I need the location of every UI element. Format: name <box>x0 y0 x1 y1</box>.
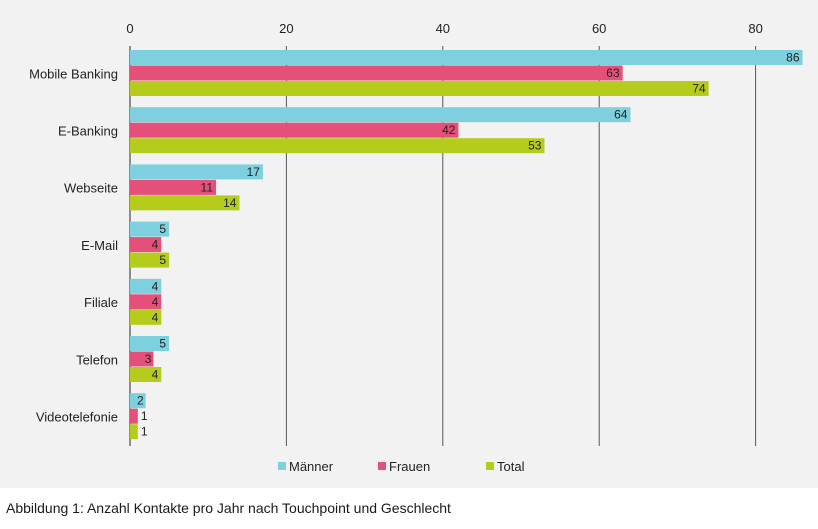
bar-value-label: 14 <box>223 196 237 210</box>
bar-value-label: 74 <box>692 82 706 96</box>
bar-videotelefonie-total <box>130 424 138 440</box>
bar-mobile-banking-total <box>130 81 709 96</box>
bar-telefon-maenner <box>130 336 170 351</box>
legend-swatch <box>378 462 386 470</box>
bar-value-label: 63 <box>606 66 620 80</box>
chart-panel: 0 20 40 60 80 86 63 74 Mobile Banking 64 42 53 E-Ban… <box>0 0 818 488</box>
bar-telefon-total <box>130 367 162 382</box>
bar-value-label: 11 <box>201 180 214 194</box>
bar-value-label: 64 <box>614 108 628 122</box>
bar-telefon-frauen <box>130 351 154 367</box>
x-tick-label: 40 <box>436 21 450 36</box>
bar-value-label: 4 <box>152 368 159 382</box>
bar-e-mail-total <box>130 252 170 268</box>
figure-caption: Abbildung 1: Anzahl Kontakte pro Jahr na… <box>6 500 451 516</box>
category-label: Webseite <box>64 181 118 196</box>
bar-filiale-frauen <box>130 294 162 310</box>
legend-label: Männer <box>289 459 334 474</box>
bar-value-label: 5 <box>159 222 166 236</box>
bar-e-mail-maenner <box>130 221 170 237</box>
bar-mobile-banking-frauen <box>130 65 623 81</box>
legend-label: Frauen <box>389 459 430 474</box>
bar-webseite-frauen <box>130 179 217 195</box>
bars <box>130 50 803 440</box>
bar-videotelefonie-frauen <box>130 408 138 424</box>
x-tick-label: 60 <box>592 21 606 36</box>
bar-value-label: 3 <box>145 352 152 366</box>
bar-value-label: 53 <box>528 139 542 153</box>
x-tick-label: 80 <box>748 21 762 36</box>
bar-e-banking-total <box>130 138 545 154</box>
category-label: Videotelefonie <box>36 409 118 424</box>
bar-e-banking-maenner <box>130 107 631 123</box>
bar-value-label: 4 <box>152 310 159 324</box>
bar-value-label: 4 <box>152 295 159 309</box>
bar-value-label: 1 <box>141 425 148 439</box>
legend-swatch <box>486 462 494 470</box>
category-label: Filiale <box>84 295 118 310</box>
legend-label: Total <box>497 459 525 474</box>
bar-webseite-maenner <box>130 164 263 180</box>
bar-value-label: 86 <box>786 51 800 65</box>
x-tick-label: 20 <box>279 21 293 36</box>
category-label: E-Mail <box>81 238 118 253</box>
bar-value-label: 17 <box>247 165 261 179</box>
bar-filiale-maenner <box>130 278 162 294</box>
bar-value-label: 1 <box>141 409 148 423</box>
bar-videotelefonie-maenner <box>130 393 146 409</box>
bar-value-label: 42 <box>442 123 456 137</box>
legend-swatch <box>278 462 286 470</box>
bar-filiale-total <box>130 309 162 325</box>
bar-value-label: 4 <box>152 279 159 293</box>
bar-value-label: 5 <box>159 253 166 267</box>
bar-webseite-total <box>130 195 240 211</box>
category-label: E-Banking <box>58 123 118 138</box>
gridlines <box>129 46 757 446</box>
bar-value-label: 4 <box>152 238 159 252</box>
category-label: Telefon <box>76 352 118 367</box>
category-label: Mobile Banking <box>29 66 118 81</box>
x-tick-label: 0 <box>126 21 133 36</box>
legend: Männer Frauen Total <box>278 459 525 474</box>
bar-value-label: 2 <box>137 394 144 408</box>
bar-e-mail-frauen <box>130 237 162 253</box>
bar-value-label: 5 <box>159 337 166 351</box>
bar-e-banking-frauen <box>130 122 459 138</box>
bar-mobile-banking-maenner <box>130 50 803 65</box>
